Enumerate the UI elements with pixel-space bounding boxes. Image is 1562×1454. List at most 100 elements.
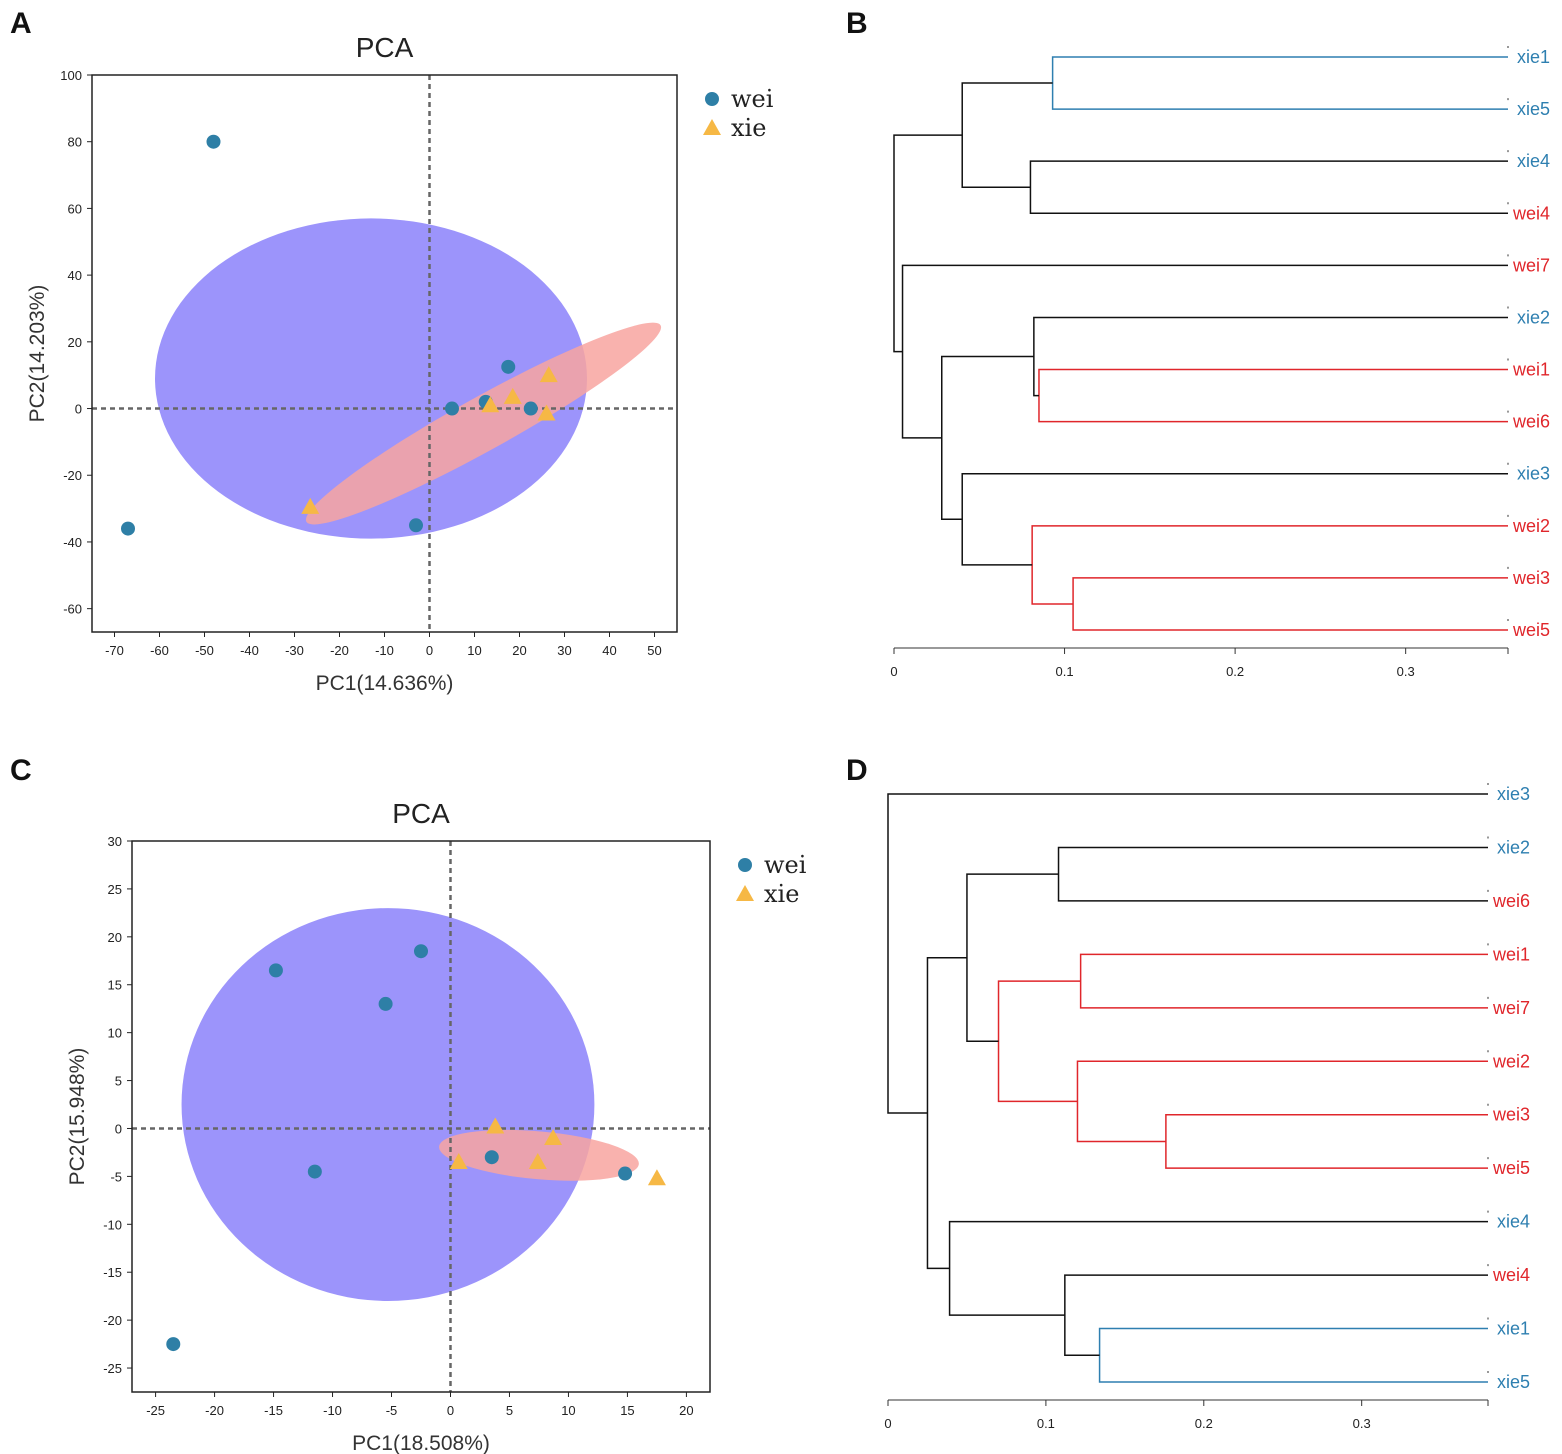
pca-a-xtick-label: 20	[512, 643, 526, 658]
dendro-b-branch	[893, 134, 963, 353]
dendro-d-branch	[966, 873, 1059, 1042]
pca-c-point-wei	[166, 1337, 181, 1352]
panel-letter-d: D	[846, 754, 868, 787]
pca-a-point-xie	[537, 404, 556, 421]
pca-c-point-xie	[528, 1153, 547, 1170]
pca-a-title: PCA	[356, 32, 414, 63]
pca-a-xtick-label: 50	[647, 643, 661, 658]
pca-a-ytick-label: -60	[63, 602, 82, 617]
dendro-b-leaf-label: wei1	[1512, 360, 1550, 380]
pca-c-ytick-label: -5	[110, 1169, 122, 1184]
dendro-b-branch	[901, 264, 1508, 439]
pca-a-xtick-label: 30	[557, 643, 571, 658]
pca-c-xtick-label: -10	[323, 1403, 342, 1418]
dendro-b-branch	[1033, 316, 1508, 397]
pca-a-xtick-label: -50	[195, 643, 214, 658]
pca-c-xtick-label: -5	[386, 1403, 398, 1418]
dendro-d-branch	[1165, 1113, 1488, 1169]
pca-c-legend-marker-wei	[738, 858, 752, 872]
pca-a-xtick-label: 10	[467, 643, 481, 658]
pca-c-point-xie	[647, 1169, 666, 1186]
dendro-b-leaf-label: xie5	[1517, 99, 1550, 119]
pca-a-xtick-label: -20	[330, 643, 349, 658]
dendro-b-leaf-label: wei2	[1512, 516, 1550, 536]
panel-letter-c: C	[10, 754, 32, 787]
dendro-b-leaf-label: wei5	[1512, 620, 1550, 640]
pca-a-ytick-label: 40	[68, 268, 82, 283]
pca-c-xtick-label: -25	[146, 1403, 165, 1418]
dendro-b-leaf-label: wei7	[1512, 255, 1550, 275]
dendro-d-leaf-label: wei2	[1492, 1051, 1530, 1071]
dendro-d-xtick-label: 0.2	[1195, 1416, 1213, 1431]
pca-a-point-wei	[501, 359, 516, 374]
panel-letter-a: A	[10, 7, 32, 40]
dendro-d-leaf-label: wei5	[1492, 1158, 1530, 1178]
dendro-b-xtick-label: 0	[890, 664, 897, 679]
pca-a-xtick-label: 0	[426, 643, 433, 658]
dendro-d-xtick-label: 0.1	[1037, 1416, 1055, 1431]
dendro-b-branch	[1051, 56, 1508, 110]
dendro-d-branch	[1057, 846, 1488, 902]
dendro-b-branch	[961, 82, 1053, 188]
dendro-b-leaf-label: xie4	[1517, 151, 1550, 171]
pca-c-legend-marker-xie	[736, 885, 754, 901]
dendro-b-branch	[1038, 368, 1508, 423]
pca-c-xtick-label: 0	[447, 1403, 454, 1418]
dendro-d-leaf-label: xie4	[1497, 1212, 1530, 1232]
pca-c-ytick-label: 0	[115, 1121, 122, 1136]
dendro-b-leaf-label: xie2	[1517, 307, 1550, 327]
dendro-d-branch	[1076, 1060, 1488, 1143]
dendro-d-leaf-label: wei1	[1492, 944, 1530, 964]
dendro-d-branch	[1098, 1327, 1488, 1383]
pca-c-ytick-label: 25	[108, 882, 122, 897]
pca-c-point-wei	[414, 944, 428, 959]
pca-c-xtick-label: 5	[506, 1403, 513, 1418]
pca-c-point-wei	[307, 1164, 322, 1179]
dendro-d-branch	[1079, 953, 1488, 1009]
dendrogram-d: xie3 xie2 wei6 wei1 wei7 wei2 wei3 wei5 xie4 wei4…	[884, 783, 1530, 1431]
pca-a-xtick-label: -30	[285, 643, 304, 658]
pca-chart-c: PCA -25 -20 -15 -10 -5 0 5 10 15 20 30 25 20 15 10 5 0 -5 -…	[66, 798, 807, 1454]
dendro-d-branch	[997, 980, 1081, 1103]
pca-a-point-wei	[409, 518, 423, 533]
pca-a-ytick-label: 80	[68, 135, 82, 150]
pca-c-ytick-label: -20	[103, 1313, 122, 1328]
pca-a-xtick-label: -60	[150, 643, 169, 658]
pca-a-xtick-label: -10	[375, 643, 394, 658]
dendro-d-leaf-label: xie3	[1497, 784, 1530, 804]
dendro-b-xtick-label: 0.3	[1397, 664, 1415, 679]
pca-a-ellipse-xie	[305, 322, 662, 525]
pca-c-ytick-label: -25	[103, 1361, 122, 1376]
pca-a-ytick-label: 20	[68, 335, 82, 350]
pca-a-ellipse-wei	[155, 218, 587, 539]
pca-a-xtick-label: 40	[602, 643, 616, 658]
dendro-d-branch	[887, 793, 1488, 1114]
pca-c-title: PCA	[392, 798, 450, 829]
pca-c-xtick-label: 15	[620, 1403, 634, 1418]
dendro-b-branch	[1029, 160, 1508, 215]
pca-a-point-wei	[445, 401, 459, 416]
pca-c-point-wei	[268, 963, 283, 978]
pca-a-legend-label-wei: wei	[731, 85, 774, 113]
dendro-b-leaf-label: xie1	[1517, 47, 1550, 67]
pca-c-point-wei	[484, 1150, 499, 1165]
pca-a-xlabel: PC1(14.636%)	[316, 672, 454, 695]
pca-a-xtick-label: -40	[240, 643, 259, 658]
pca-c-ytick-label: -15	[103, 1265, 122, 1280]
pca-c-ellipse-wei	[181, 908, 595, 1301]
pca-c-ytick-label: 30	[108, 834, 122, 849]
pca-c-ytick-label: -10	[103, 1217, 122, 1232]
pca-a-ytick-label: 100	[60, 68, 82, 83]
dendro-d-leaf-label: wei3	[1492, 1105, 1530, 1125]
pca-c-xtick-label: 20	[679, 1403, 693, 1418]
dendro-d-leaf-label: wei7	[1492, 998, 1530, 1018]
pca-c-ytick-label: 20	[108, 930, 122, 945]
pca-c-xtick-label: -20	[205, 1403, 224, 1418]
pca-a-point-xie	[481, 396, 500, 413]
pca-c-point-wei	[378, 996, 393, 1011]
dendro-d-leaf-label: xie1	[1497, 1319, 1530, 1339]
dendro-b-branch	[941, 355, 1034, 521]
